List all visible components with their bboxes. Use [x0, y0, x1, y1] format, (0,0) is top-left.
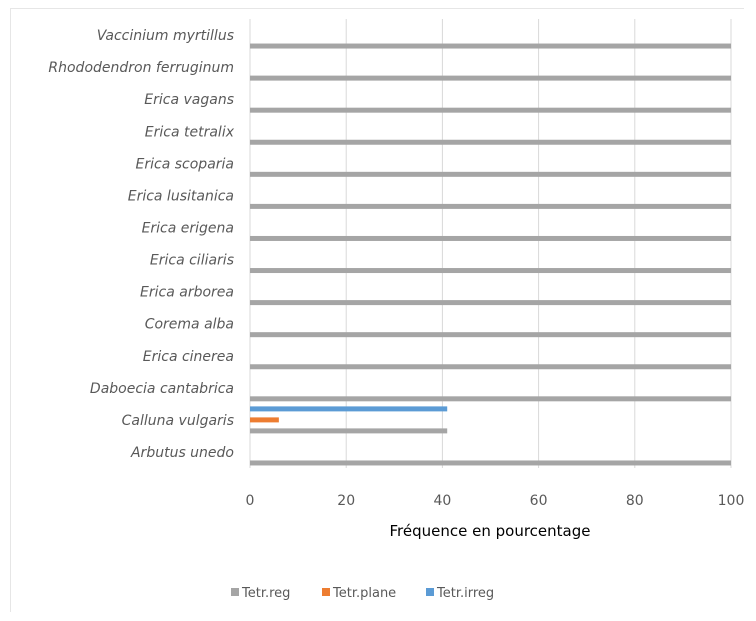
category-label: Erica lusitanica [128, 188, 234, 204]
category-label: Erica ciliaris [150, 253, 234, 269]
category-label: Vaccinium myrtillus [97, 28, 234, 44]
x-tick-label: 20 [337, 493, 355, 509]
bar-tetr-reg [250, 235, 731, 241]
bar-tetr-reg [250, 43, 731, 49]
category-labels: Vaccinium myrtillus Rhododendron ferrugin… [48, 28, 234, 461]
legend-label: Tetr.irreg [436, 586, 494, 601]
gridlines [249, 19, 732, 468]
legend-swatch [426, 588, 434, 596]
bar-tetr-reg [250, 268, 731, 274]
category-label: Erica arborea [140, 285, 234, 301]
chart-frame [10, 8, 744, 612]
legend-label: Tetr.reg [241, 586, 290, 601]
legend-swatch [231, 588, 239, 596]
legend-label: Tetr.plane [332, 586, 396, 601]
bar-tetr-reg [250, 139, 731, 145]
bar-tetr-reg [250, 396, 731, 402]
category-label: Calluna vulgaris [122, 413, 234, 429]
bar-tetr-reg [250, 460, 731, 466]
category-label: Erica vagans [144, 92, 234, 108]
x-tick-label: 60 [530, 493, 548, 509]
bar-tetr-reg [250, 332, 731, 338]
bars [250, 43, 731, 466]
x-tick-label: 80 [626, 493, 644, 509]
category-label: Daboecia cantabrica [90, 381, 234, 397]
category-label: Erica scoparia [136, 156, 234, 172]
bar-tetr-reg [250, 171, 731, 177]
legend: Tetr.reg Tetr.plane Tetr.irreg [231, 586, 494, 601]
bar-tetr-reg [250, 107, 731, 113]
bar-tetr-plane [250, 417, 279, 423]
category-label: Rhododendron ferruginum [48, 60, 234, 76]
bar-tetr-reg [250, 75, 731, 81]
x-axis-title: Fréquence en pourcentage [390, 522, 591, 540]
legend-swatch [322, 588, 330, 596]
category-label: Corema alba [145, 317, 234, 333]
x-tick-label: 100 [718, 493, 745, 509]
category-label: Arbutus unedo [130, 445, 234, 461]
category-label: Erica erigena [142, 220, 234, 236]
bar-tetr-irreg [250, 406, 448, 412]
category-label: Erica cinerea [143, 349, 234, 365]
bar-tetr-reg [250, 364, 731, 370]
category-label: Erica tetralix [145, 124, 235, 140]
x-tick-labels: 0 20 40 60 80 100 [246, 493, 745, 509]
x-tick-label: 0 [246, 493, 255, 509]
x-tick-label: 40 [433, 493, 451, 509]
bar-tetr-reg [250, 428, 448, 434]
bar-tetr-reg [250, 300, 731, 306]
bar-tetr-reg [250, 203, 731, 209]
